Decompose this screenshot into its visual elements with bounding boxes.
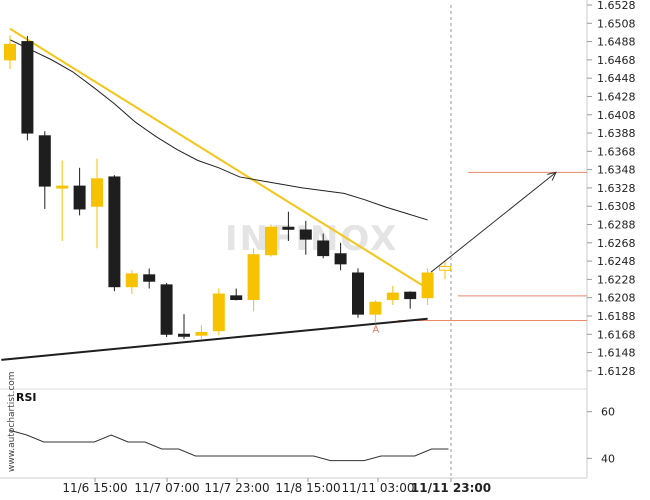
candle-body — [56, 185, 69, 189]
candle — [230, 288, 243, 301]
y-tick-label: 1.6228 — [597, 273, 636, 286]
y-tick-label: 1.6508 — [597, 17, 636, 30]
rsi-label: RSI — [16, 391, 37, 404]
candle-body — [108, 176, 121, 288]
candle-body — [230, 295, 243, 301]
candle-body — [247, 254, 260, 301]
y-tick-label: 1.6308 — [597, 200, 636, 213]
y-tick-label: 1.6288 — [597, 219, 636, 232]
candle — [212, 288, 225, 336]
candle — [299, 220, 312, 255]
candle-body — [21, 41, 34, 134]
moving-average-line — [9, 39, 428, 221]
y-axis: 1.6528 1.6508 1.6488 1.6468 1.6448 1.6428 1.64… — [587, 0, 636, 465]
candle-body — [439, 266, 451, 271]
candle — [160, 283, 173, 338]
y-tick-label: 1.6368 — [597, 145, 636, 158]
candle — [143, 268, 156, 289]
candle-body — [38, 135, 51, 187]
lower-trendline — [1, 317, 428, 361]
y-tick-label: 1.6428 — [597, 90, 636, 103]
candle — [73, 167, 86, 216]
candle — [21, 36, 34, 141]
candle — [125, 270, 138, 295]
y-tick-label: 1.6128 — [597, 365, 636, 378]
candle-body — [421, 272, 434, 299]
candle — [386, 285, 399, 305]
candle — [247, 248, 260, 312]
candle — [317, 233, 330, 259]
y-tick-label: 1.6208 — [597, 292, 636, 305]
y-tick-label: 1.6248 — [597, 255, 636, 268]
candle — [265, 224, 277, 257]
candle-body — [386, 292, 399, 301]
rsi-line — [9, 429, 449, 462]
y-tick-label: 1.6388 — [597, 127, 636, 140]
x-tick-label: 11/8 15:00 — [275, 481, 340, 495]
candle-body — [299, 229, 312, 240]
site-watermark: www.autochartist.com — [7, 371, 17, 472]
y-tick-label: 1.6348 — [597, 164, 636, 177]
y-tick-label: 1.6328 — [597, 182, 636, 195]
y-tick-label: 1.6188 — [597, 310, 636, 323]
x-tick-label: 11/11 23:00 — [411, 481, 491, 495]
candle — [178, 314, 190, 339]
y-tick-label: 1.6468 — [597, 54, 636, 67]
candle-body — [4, 43, 16, 61]
candle-body — [352, 272, 364, 315]
candle — [91, 158, 103, 249]
x-tick-label: 11/7 23:00 — [204, 481, 269, 495]
x-tick-label: 11/7 07:00 — [134, 481, 199, 495]
candle-body — [282, 226, 295, 230]
point-label: A — [372, 325, 379, 336]
candle-body — [369, 301, 382, 315]
candle — [4, 35, 16, 70]
candle — [38, 131, 51, 209]
y-tick-label: 1.6448 — [597, 72, 636, 85]
candle — [334, 242, 347, 271]
candle-body — [143, 274, 156, 282]
y-tick-label: 1.6168 — [597, 328, 636, 341]
y-tick-label: 1.6528 — [597, 0, 636, 12]
rsi-tick-label: 40 — [601, 452, 615, 465]
candle-body — [404, 291, 417, 300]
candle-body — [160, 284, 173, 335]
forecast-arrowhead — [547, 171, 557, 181]
candle-body — [125, 273, 138, 288]
candle-body — [178, 333, 190, 337]
candle-body — [73, 185, 86, 210]
candle — [282, 211, 295, 241]
candle — [108, 175, 121, 292]
candle-body — [212, 293, 225, 332]
forecast-arrow — [430, 171, 557, 273]
candle — [421, 268, 434, 305]
x-tick-label: 11/6 15:00 — [62, 481, 127, 495]
candle — [195, 325, 208, 339]
x-axis: 11/6 15:00 11/7 07:00 11/7 23:00 11/8 15:00… — [62, 478, 491, 495]
candle — [369, 300, 382, 324]
candle-body — [195, 331, 208, 336]
candle — [352, 268, 364, 318]
candle — [56, 160, 69, 241]
rsi-tick-label: 60 — [601, 406, 615, 419]
candle — [439, 261, 451, 280]
candle-body — [265, 226, 277, 256]
candle-body — [334, 253, 347, 265]
candle-body — [317, 240, 330, 257]
candle — [404, 291, 417, 309]
y-tick-label: 1.6148 — [597, 347, 636, 360]
y-tick-label: 1.6408 — [597, 109, 636, 122]
y-tick-label: 1.6488 — [597, 36, 636, 49]
candle-body — [91, 178, 103, 207]
y-tick-label: 1.6268 — [597, 237, 636, 250]
upper-trendline — [9, 27, 429, 290]
x-tick-label: 11/11 03:00 — [342, 481, 415, 495]
